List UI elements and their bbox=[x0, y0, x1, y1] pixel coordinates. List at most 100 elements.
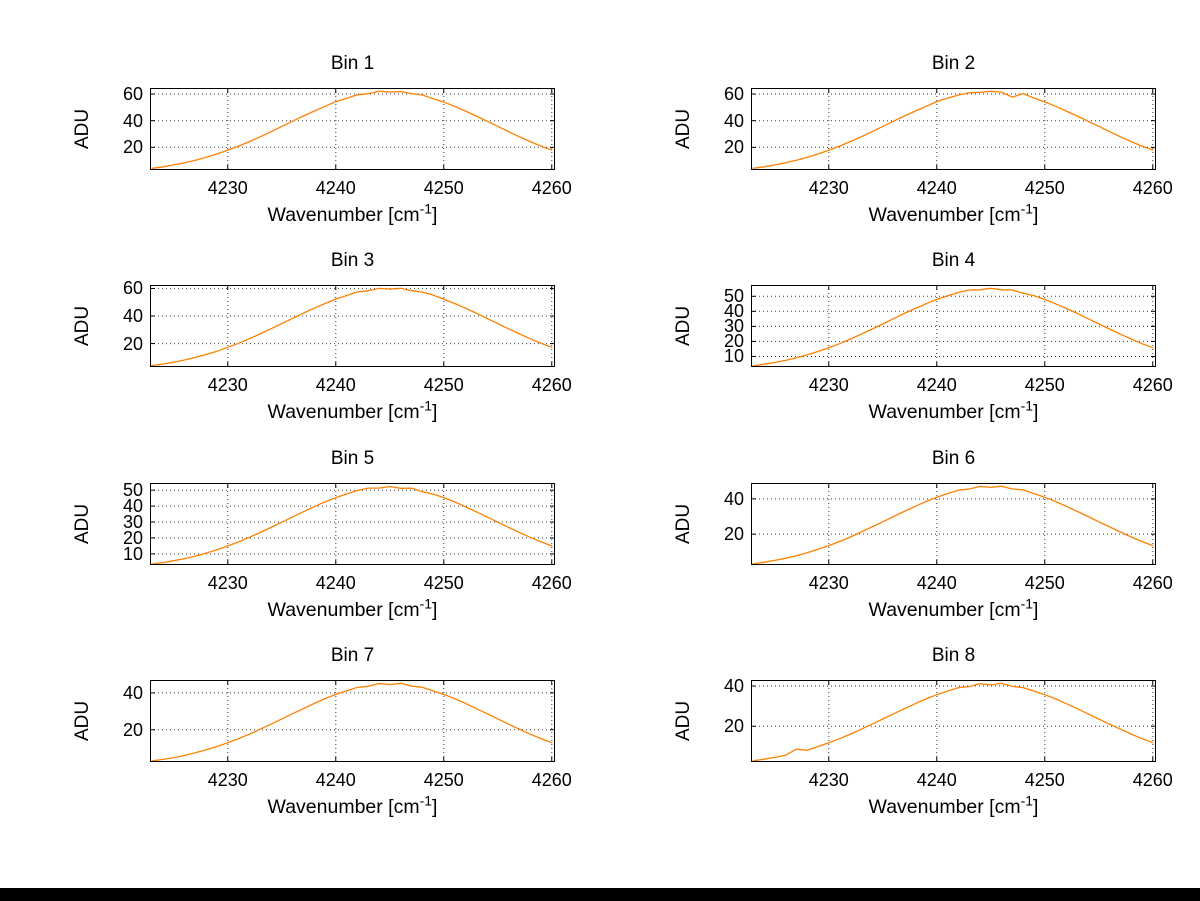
x-tick-labels: 4230 4240 4250 4260 bbox=[150, 177, 572, 199]
x-axis-label: Wavenumber [cm-1] bbox=[751, 397, 1156, 424]
axes-box bbox=[150, 88, 555, 170]
y-axis-label: ADU bbox=[72, 700, 93, 742]
y-tick-label: 40 bbox=[723, 676, 744, 697]
x-tick-label: 4250 bbox=[423, 178, 464, 198]
y-tick-label: 40 bbox=[723, 301, 744, 322]
spectrum-plot bbox=[751, 88, 1156, 170]
x-axis-label: Wavenumber [cm-1] bbox=[150, 595, 555, 622]
plot-area bbox=[150, 483, 555, 565]
x-tick-labels: 4230 4240 4250 4260 bbox=[751, 572, 1173, 594]
y-axis-label: ADU bbox=[72, 108, 93, 150]
x-tick-label: 4260 bbox=[1132, 573, 1173, 593]
x-axis-label-close: ] bbox=[1033, 796, 1039, 818]
subplot: Bin 3 ADU 20 40 60 4230 4240 4250 4260 Wavenu… bbox=[72, 250, 572, 423]
x-axis-label-close: ] bbox=[1033, 599, 1039, 621]
subplot: Bin 2 ADU 20 40 60 4230 4240 4250 4260 Wavenu… bbox=[673, 53, 1173, 226]
x-axis-label-text: Wavenumber [cm bbox=[267, 401, 420, 423]
x-tick-label: 4250 bbox=[1024, 178, 1065, 198]
x-axis-label-superscript: -1 bbox=[419, 792, 433, 809]
y-tick-label: 20 bbox=[122, 527, 143, 548]
x-tick-label: 4230 bbox=[207, 770, 248, 790]
subplot-title: Bin 3 bbox=[330, 250, 375, 271]
x-tick-label: 4250 bbox=[423, 573, 464, 593]
x-tick-label: 4260 bbox=[1132, 375, 1173, 395]
x-tick-label: 4230 bbox=[808, 770, 849, 790]
x-tick-labels: 4230 4240 4250 4260 bbox=[751, 177, 1173, 199]
y-tick-labels: 20 40 60 bbox=[99, 84, 143, 170]
x-tick-label: 4240 bbox=[916, 375, 957, 395]
spectrum-plot bbox=[751, 285, 1156, 367]
x-tick-labels: 4230 4240 4250 4260 bbox=[751, 769, 1173, 791]
spectrum-line bbox=[151, 682, 553, 762]
subplot-title: Bin 4 bbox=[931, 250, 976, 271]
spectrum-line bbox=[752, 287, 1154, 367]
x-axis-label-text: Wavenumber [cm bbox=[868, 204, 1021, 226]
x-axis-label: Wavenumber [cm-1] bbox=[150, 792, 555, 819]
spectrum-plot bbox=[150, 88, 555, 170]
y-tick-label: 30 bbox=[122, 512, 143, 532]
y-tick-label: 40 bbox=[122, 682, 143, 703]
x-axis-label-close: ] bbox=[432, 204, 438, 226]
axes-box bbox=[150, 680, 555, 762]
x-tick-label: 4230 bbox=[207, 178, 248, 198]
x-axis-label-superscript: -1 bbox=[419, 595, 433, 612]
subplot: Bin 8 ADU 20 40 4230 4240 4250 4260 Wavenumb… bbox=[673, 645, 1173, 818]
x-axis-label-superscript: -1 bbox=[1020, 595, 1034, 612]
x-tick-label: 4240 bbox=[315, 375, 356, 395]
x-tick-label: 4230 bbox=[808, 178, 849, 198]
x-axis-label-text: Wavenumber [cm bbox=[868, 796, 1021, 818]
y-axis-label: ADU bbox=[673, 503, 694, 545]
x-tick-label: 4230 bbox=[808, 375, 849, 395]
plot-area bbox=[751, 483, 1156, 565]
bottom-bar bbox=[0, 888, 1200, 901]
plot-area bbox=[150, 680, 555, 762]
spectrum-line bbox=[151, 485, 553, 565]
x-tick-label: 4240 bbox=[315, 770, 356, 790]
x-axis-label-text: Wavenumber [cm bbox=[868, 599, 1021, 621]
x-axis-label: Wavenumber [cm-1] bbox=[751, 595, 1156, 622]
y-tick-label: 50 bbox=[723, 286, 744, 307]
plot-area bbox=[751, 88, 1156, 170]
axes-box bbox=[150, 285, 555, 367]
x-tick-label: 4260 bbox=[531, 375, 572, 395]
x-tick-label: 4250 bbox=[1024, 770, 1065, 790]
y-axis-label: ADU bbox=[673, 700, 694, 742]
x-tick-label: 4260 bbox=[531, 178, 572, 198]
spectrum-plot bbox=[150, 483, 555, 565]
x-axis-label-superscript: -1 bbox=[1020, 397, 1034, 414]
x-axis-label-superscript: -1 bbox=[419, 397, 433, 414]
x-tick-label: 4240 bbox=[315, 573, 356, 593]
subplot: Bin 7 ADU 20 40 4230 4240 4250 4260 Wavenumb… bbox=[72, 645, 572, 818]
x-axis-label: Wavenumber [cm-1] bbox=[751, 202, 1156, 227]
y-tick-label: 50 bbox=[122, 480, 143, 501]
plot-area bbox=[150, 88, 555, 170]
spectrum-line bbox=[752, 485, 1154, 565]
x-tick-label: 4250 bbox=[1024, 375, 1065, 395]
x-axis-label-superscript: -1 bbox=[419, 200, 433, 217]
spectrum-line bbox=[752, 90, 1154, 169]
x-tick-label: 4240 bbox=[315, 178, 356, 198]
y-tick-label: 60 bbox=[122, 278, 143, 299]
x-tick-label: 4240 bbox=[916, 178, 957, 198]
x-axis-label-close: ] bbox=[432, 599, 438, 621]
y-tick-label: 20 bbox=[723, 137, 744, 158]
x-tick-label: 4250 bbox=[423, 375, 464, 395]
y-axis-label: ADU bbox=[72, 305, 93, 347]
x-tick-label: 4230 bbox=[808, 573, 849, 593]
spectrum-plot bbox=[150, 680, 555, 762]
plot-area bbox=[150, 285, 555, 367]
subplot-title: Bin 5 bbox=[330, 448, 375, 469]
x-axis-label: Wavenumber [cm-1] bbox=[751, 794, 1156, 819]
x-tick-label: 4240 bbox=[916, 770, 957, 790]
plot-area bbox=[751, 285, 1156, 367]
y-tick-labels: 20 40 60 bbox=[99, 278, 143, 367]
y-tick-label: 20 bbox=[122, 333, 143, 354]
x-tick-label: 4230 bbox=[207, 375, 248, 395]
y-tick-label: 40 bbox=[723, 110, 744, 131]
subplot: Bin 6 ADU 20 40 4230 4240 4250 4260 Wavenumb… bbox=[673, 448, 1173, 621]
plot-area bbox=[751, 680, 1156, 762]
subplot: Bin 1 ADU 20 40 60 4230 4240 4250 4260 Wavenu… bbox=[72, 53, 572, 226]
y-tick-label: 40 bbox=[122, 306, 143, 326]
y-tick-labels: 20 40 60 bbox=[700, 84, 744, 170]
